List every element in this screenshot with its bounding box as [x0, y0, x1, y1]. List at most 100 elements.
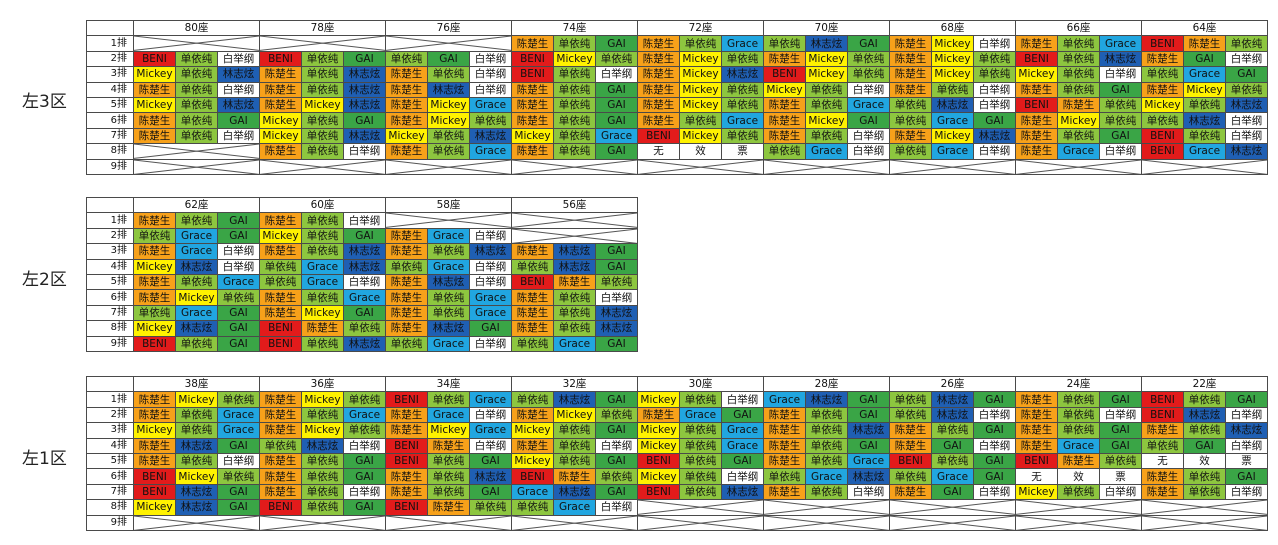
- vote-cell: 白举纲: [469, 50, 512, 68]
- vote-cell: BENI: [637, 127, 680, 145]
- vote-cell: Grace: [469, 391, 512, 408]
- vote-cell: 票: [1225, 452, 1268, 470]
- vote-cell: 林志炫: [217, 96, 260, 114]
- vote-cell: Grace: [805, 468, 848, 485]
- vote-cell: 单依纯: [1183, 483, 1226, 501]
- vote-cell: 陈楚生: [511, 437, 554, 454]
- vote-cell: 单依纯: [805, 422, 848, 439]
- vote-cell: 陈楚生: [259, 468, 302, 485]
- table-row: 7排 BENI 林志炫 GAI 陈楚生 单依纯 白举纲 陈楚生 单依纯 GAI Grace 林志炫 GA…: [86, 483, 1268, 501]
- vote-cell: 林志炫: [721, 483, 764, 501]
- vote-cell: GAI: [217, 499, 260, 516]
- vote-cell: 陈楚生: [889, 81, 932, 98]
- empty-cross: [512, 160, 637, 174]
- seat-header: 74座: [511, 19, 638, 37]
- vote-cell: 林志炫: [217, 66, 260, 83]
- vote-cell: 陈楚生: [259, 289, 302, 306]
- vote-cell: GAI: [595, 335, 638, 352]
- vote-cell: BENI: [511, 66, 554, 83]
- vote-cell: GAI: [343, 452, 386, 470]
- vote-cell: 白举纲: [595, 66, 638, 83]
- vote-cell: 单依纯: [1183, 96, 1226, 114]
- row-label: 3排: [86, 243, 134, 260]
- vote-cell: 白举纲: [973, 406, 1016, 424]
- vote-cell: 林志炫: [175, 437, 218, 454]
- vote-cell: 单依纯: [1099, 112, 1142, 129]
- vote-cell: 陈楚生: [385, 96, 428, 114]
- seat-table-left3: 80座 78座 76座 74座 72座 70座 68座 66座 64座 1排 陈楚生 单依纯 GAI 陈楚…: [86, 19, 1268, 175]
- vote-cell: 陈楚生: [259, 143, 302, 160]
- vote-cell: Grace: [847, 96, 890, 114]
- vote-cell: GAI: [1099, 437, 1142, 454]
- vote-cell: 白举纲: [343, 483, 386, 501]
- vote-cell: Grace: [217, 273, 260, 291]
- vote-cell: 林志炫: [343, 243, 386, 260]
- vote-cell: Mickey: [427, 422, 470, 439]
- vote-cell: GAI: [217, 483, 260, 501]
- vote-cell: 单依纯: [805, 96, 848, 114]
- empty-cross: [134, 160, 259, 174]
- vote-cell: Mickey: [133, 320, 176, 337]
- vote-cell: 单依纯: [679, 112, 722, 129]
- vote-cell: 单依纯: [427, 452, 470, 470]
- vote-cell: 单依纯: [553, 112, 596, 129]
- vote-cell: 单依纯: [1183, 468, 1226, 485]
- empty-cross: [260, 160, 385, 174]
- row-label: 1排: [86, 212, 134, 229]
- vote-cell: 单依纯: [175, 112, 218, 129]
- vote-cell: 陈楚生: [889, 66, 932, 83]
- vote-cell: GAI: [721, 452, 764, 470]
- vote-cell: 白举纲: [217, 452, 260, 470]
- empty-seat-group: [259, 514, 386, 531]
- vote-cell: 白举纲: [973, 81, 1016, 98]
- vote-cell: Grace: [763, 391, 806, 408]
- vote-cell: 单依纯: [889, 143, 932, 160]
- vote-cell: 单依纯: [595, 273, 638, 291]
- table-row: 4排 陈楚生 单依纯 白举纲 陈楚生 单依纯 林志炫 陈楚生 林志炫 白举纲 陈楚生 单依纯 GAI 陈楚…: [86, 81, 1268, 98]
- vote-cell: 单依纯: [931, 452, 974, 470]
- vote-cell: 林志炫: [847, 422, 890, 439]
- vote-cell: 陈楚生: [763, 483, 806, 501]
- vote-cell: 陈楚生: [763, 112, 806, 129]
- empty-cross: [638, 516, 763, 530]
- table-row: 4排 陈楚生 林志炫 GAI 单依纯 林志炫 白举纲 BENI 陈楚生 白举纲 陈楚生 单依纯 白举纲 M…: [86, 437, 1268, 454]
- vote-cell: BENI: [259, 335, 302, 352]
- vote-cell: BENI: [1141, 35, 1184, 52]
- vote-cell: 陈楚生: [889, 483, 932, 501]
- vote-cell: 白举纲: [595, 289, 638, 306]
- vote-cell: GAI: [343, 112, 386, 129]
- table-row: 2排 单依纯 Grace GAI Mickey 单依纯 GAI 陈楚生 Grace 白举纲: [86, 227, 638, 245]
- row-label: 4排: [86, 81, 134, 98]
- header-corner: [86, 19, 134, 37]
- vote-cell: Mickey: [637, 437, 680, 454]
- vote-cell: Mickey: [175, 468, 218, 485]
- vote-cell: Grace: [427, 227, 470, 245]
- section-label-left2: 左2区: [22, 270, 67, 290]
- empty-seat-group: [133, 158, 260, 175]
- vote-cell: Grace: [553, 499, 596, 516]
- vote-cell: 白举纲: [217, 258, 260, 275]
- empty-seat-group: [763, 158, 890, 175]
- vote-cell: 单依纯: [1183, 127, 1226, 145]
- vote-cell: 陈楚生: [133, 452, 176, 470]
- vote-cell: Mickey: [133, 499, 176, 516]
- vote-cell: GAI: [973, 112, 1016, 129]
- vote-cell: 白举纲: [1099, 66, 1142, 83]
- vote-cell: 林志炫: [1099, 50, 1142, 68]
- vote-cell: GAI: [931, 483, 974, 501]
- vote-cell: 陈楚生: [427, 437, 470, 454]
- vote-cell: 陈楚生: [889, 437, 932, 454]
- vote-cell: Grace: [721, 422, 764, 439]
- table-row: 9排: [86, 514, 1268, 531]
- row-label: 2排: [86, 406, 134, 424]
- vote-cell: 陈楚生: [1141, 468, 1184, 485]
- vote-cell: 白举纲: [1225, 406, 1268, 424]
- vote-cell: 林志炫: [343, 127, 386, 145]
- vote-cell: 单依纯: [805, 452, 848, 470]
- vote-cell: 陈楚生: [385, 273, 428, 291]
- vote-cell: Grace: [217, 406, 260, 424]
- vote-cell: 陈楚生: [1141, 50, 1184, 68]
- vote-cell: BENI: [259, 320, 302, 337]
- vote-cell: 单依纯: [931, 81, 974, 98]
- vote-cell: BENI: [511, 50, 554, 68]
